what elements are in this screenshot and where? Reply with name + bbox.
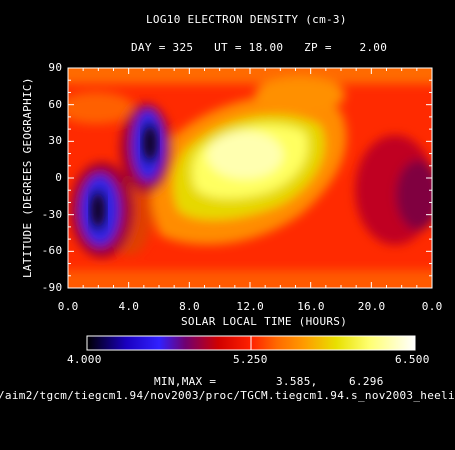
y-tick-label: -30 xyxy=(41,207,63,221)
colorbar-min-label: 4.000 xyxy=(67,353,102,366)
chart-subtitle: DAY = 325 UT = 18.00 ZP = 2.00 xyxy=(131,41,388,54)
x-axis-label: SOLAR LOCAL TIME (HOURS) xyxy=(181,315,348,328)
y-tick-label: -90 xyxy=(41,281,63,294)
x-tick-label: 0.0 xyxy=(57,300,79,313)
min-value: 3.585, xyxy=(276,375,318,388)
minmax-label: MIN,MAX = xyxy=(154,375,217,388)
y-tick-label: 30 xyxy=(48,134,63,148)
x-tick-label: 0.0 xyxy=(421,300,443,313)
x-tick-label: 12.0 xyxy=(236,300,265,313)
footer-path: /aim2/tgcm/tiegcm1.94/nov2003/proc/TGCM.… xyxy=(0,389,455,402)
colorbar-max-label: 6.500 xyxy=(395,353,430,366)
x-axis-ticks xyxy=(67,68,433,288)
chart-title: LOG10 ELECTRON DENSITY (cm-3) xyxy=(146,13,347,26)
max-value: 6.296 xyxy=(349,375,384,388)
x-tick-label: 20.0 xyxy=(357,300,386,313)
y-tick-label: 60 xyxy=(48,97,63,111)
x-tick-label: 4.0 xyxy=(118,300,140,313)
x-tick-label: 8.0 xyxy=(179,300,200,313)
y-axis-label: LATITUDE (DEGREES GEOGRAPHIC) xyxy=(21,77,34,278)
heatmap-field xyxy=(68,68,432,288)
y-tick-label: -60 xyxy=(41,244,63,258)
colorbar-mid-label: 5.250 xyxy=(233,353,268,366)
y-tick-label: 90 xyxy=(48,61,63,74)
y-tick-label: 0 xyxy=(55,171,63,184)
x-tick-label: 16.0 xyxy=(297,300,325,313)
y-axis-ticks xyxy=(68,67,432,289)
